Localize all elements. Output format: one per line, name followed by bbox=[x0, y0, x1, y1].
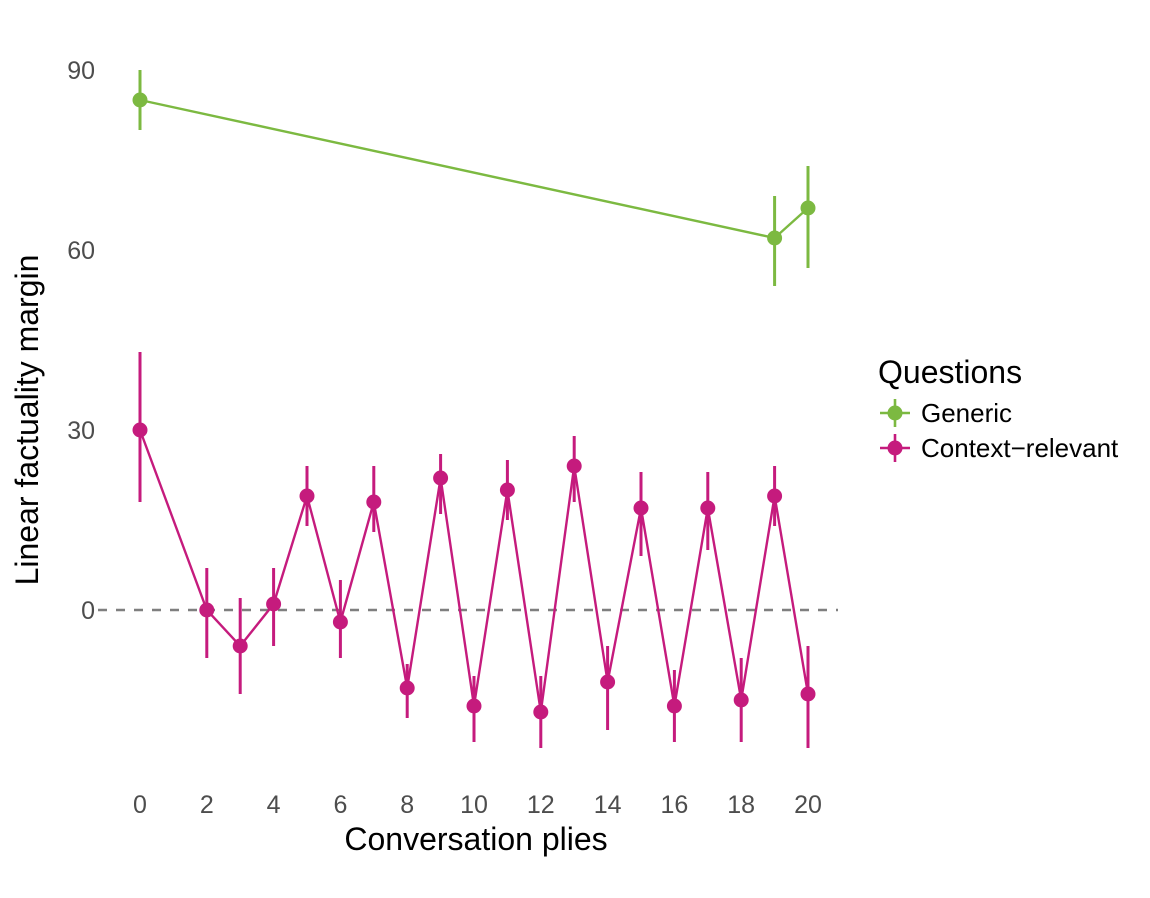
data-point bbox=[366, 494, 382, 510]
x-tick-label: 12 bbox=[527, 791, 555, 819]
plot-area: 0 2 4 6 8 10 12 14 16 18 20 0 30 60 90 bbox=[67, 57, 838, 819]
x-tick-label: 10 bbox=[460, 791, 488, 819]
key-point bbox=[887, 440, 903, 456]
data-point bbox=[232, 638, 248, 654]
data-point bbox=[332, 614, 348, 630]
data-point bbox=[767, 230, 783, 246]
data-point bbox=[533, 704, 549, 720]
legend: Questions Generic Context−relevant bbox=[878, 354, 1119, 463]
pointrange-key-icon bbox=[880, 399, 910, 427]
data-point bbox=[800, 200, 816, 216]
series-line bbox=[138, 429, 810, 713]
x-tick-label: 6 bbox=[333, 791, 347, 819]
pointrange-key-icon bbox=[880, 434, 910, 462]
legend-title: Questions bbox=[878, 354, 1022, 390]
series-line bbox=[139, 98, 809, 240]
data-point bbox=[199, 602, 215, 618]
data-point bbox=[800, 686, 816, 702]
data-point bbox=[433, 470, 449, 486]
data-point bbox=[299, 488, 315, 504]
legend-item-generic: Generic bbox=[880, 398, 1012, 428]
y-tick-label: 0 bbox=[81, 597, 95, 625]
legend-item-label-generic: Generic bbox=[921, 398, 1012, 428]
legend-item-context-relevant: Context−relevant bbox=[880, 433, 1119, 463]
data-point bbox=[633, 500, 649, 516]
data-point bbox=[132, 92, 148, 108]
x-tick-label: 2 bbox=[200, 791, 214, 819]
x-tick-label: 16 bbox=[660, 791, 688, 819]
data-point bbox=[767, 488, 783, 504]
data-point bbox=[566, 458, 582, 474]
data-point bbox=[700, 500, 716, 516]
x-tick-label: 8 bbox=[400, 791, 414, 819]
y-tick-label: 60 bbox=[67, 237, 95, 265]
data-point bbox=[733, 692, 749, 708]
key-point bbox=[887, 405, 903, 421]
x-tick-label: 20 bbox=[794, 791, 822, 819]
data-point bbox=[266, 596, 282, 612]
x-tick-label: 4 bbox=[267, 791, 281, 819]
x-axis-title: Conversation plies bbox=[344, 821, 607, 857]
data-point bbox=[466, 698, 482, 714]
data-point bbox=[399, 680, 415, 696]
data-point bbox=[499, 482, 515, 498]
y-tick-label: 90 bbox=[67, 57, 95, 85]
legend-item-label-context-relevant: Context−relevant bbox=[921, 433, 1119, 463]
x-tick-label: 0 bbox=[133, 791, 147, 819]
data-point bbox=[666, 698, 682, 714]
data-point bbox=[132, 422, 148, 438]
x-tick-label: 18 bbox=[727, 791, 755, 819]
data-point bbox=[600, 674, 616, 690]
y-tick-label: 30 bbox=[67, 417, 95, 445]
x-tick-label: 14 bbox=[594, 791, 622, 819]
y-axis-title: Linear factuality margin bbox=[9, 255, 45, 586]
